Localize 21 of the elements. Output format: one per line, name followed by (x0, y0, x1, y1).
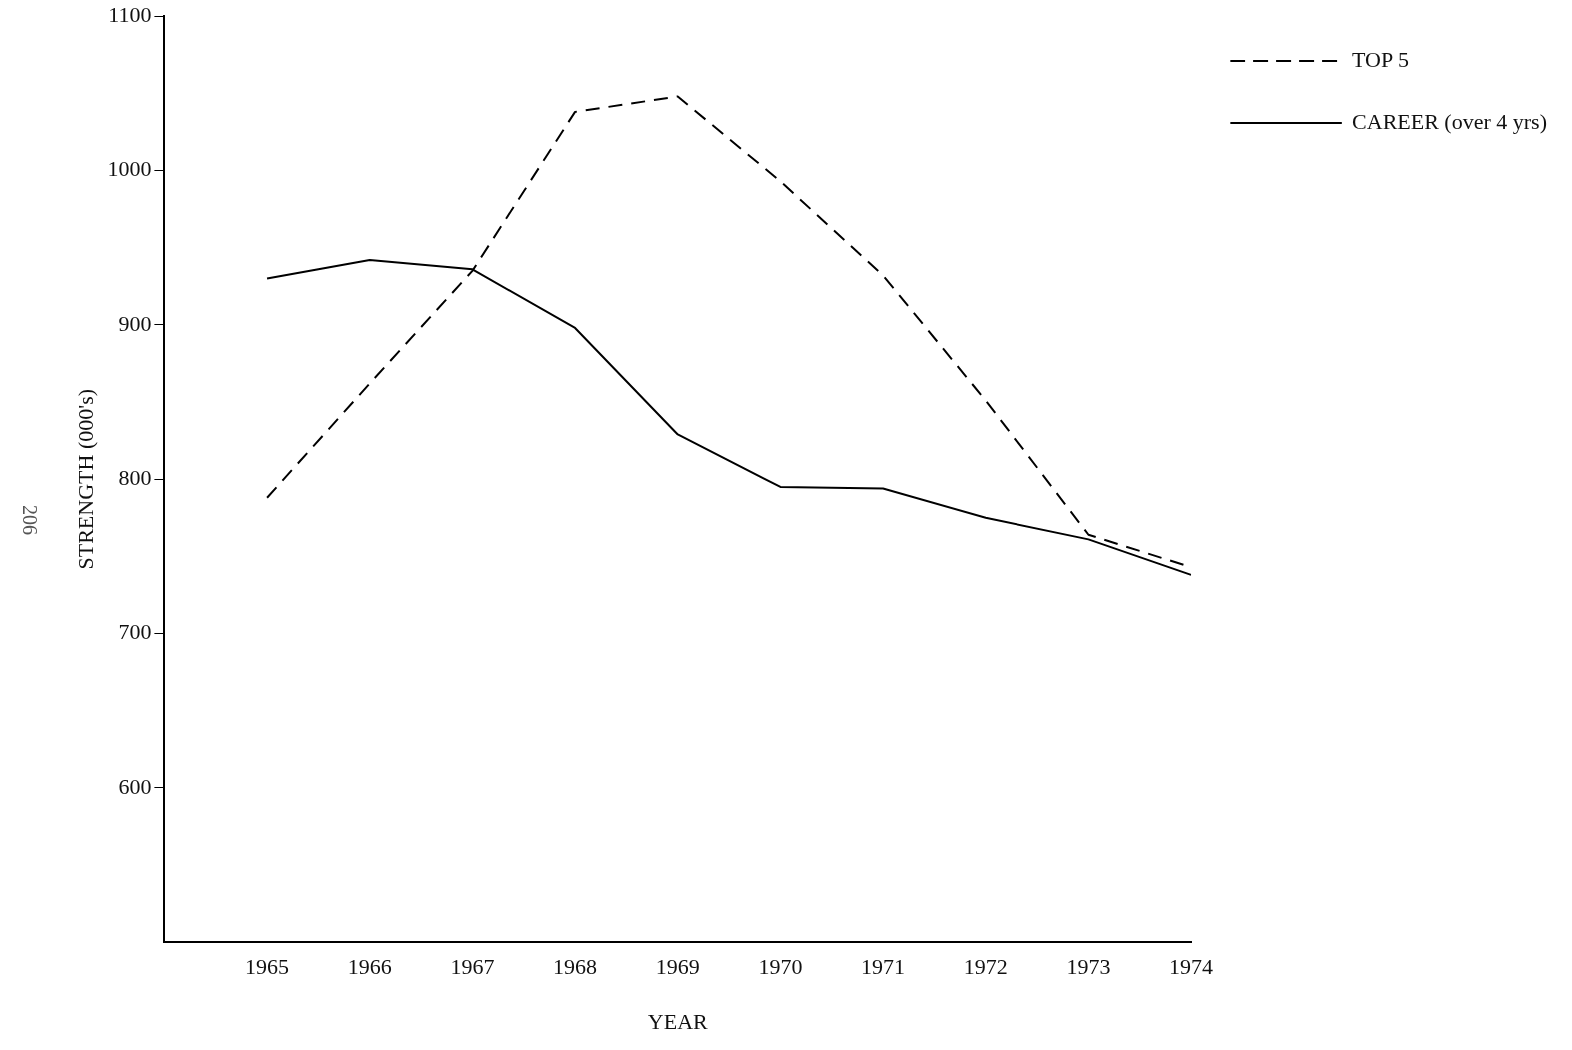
y-tick-label: 700 (118, 619, 152, 645)
x-tick-label: 1969 (655, 954, 700, 980)
y-axis-title: STRENGTH (000's) (72, 388, 98, 570)
x-tick-label: 1970 (758, 954, 803, 980)
x-axis-title: YEAR (647, 1008, 709, 1034)
text: 206 (18, 505, 41, 535)
x-tick-label: 1974 (1169, 954, 1214, 980)
y-tick-label: 900 (118, 310, 152, 336)
x-tick-label: 1966 (347, 954, 392, 980)
x-tick-label: 1968 (553, 954, 598, 980)
legend-label: CAREER (over 4 yrs) (1352, 108, 1547, 134)
x-tick-label: 1965 (245, 954, 290, 980)
y-tick-label: 600 (118, 773, 152, 799)
y-tick-label: 1100 (108, 1, 152, 27)
x-tick-label: 1971 (861, 954, 906, 980)
legend-label: TOP 5 (1352, 46, 1409, 72)
x-tick-label: 1972 (963, 954, 1008, 980)
x-tick-label: 1973 (1066, 954, 1111, 980)
x-tick-label: 1967 (450, 954, 495, 980)
y-tick-label: 1000 (107, 156, 152, 182)
y-tick-label: 800 (118, 464, 152, 490)
